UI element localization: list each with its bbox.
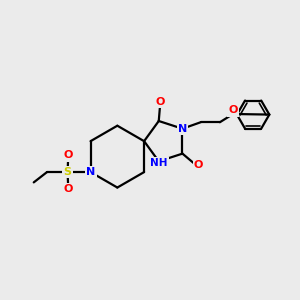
Text: N: N: [86, 167, 95, 177]
Text: O: O: [194, 160, 203, 170]
Text: N: N: [178, 124, 187, 134]
Text: O: O: [155, 97, 165, 107]
Text: S: S: [64, 167, 72, 177]
Text: NH: NH: [150, 158, 167, 168]
Text: O: O: [64, 184, 73, 194]
Text: O: O: [228, 106, 238, 116]
Text: O: O: [64, 150, 73, 160]
